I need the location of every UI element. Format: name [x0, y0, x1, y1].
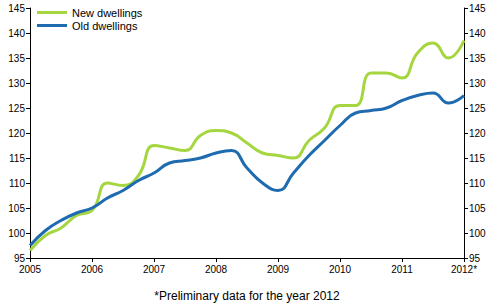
svg-text:120: 120 [469, 128, 486, 139]
svg-text:2005: 2005 [19, 264, 42, 275]
svg-text:2009: 2009 [267, 264, 290, 275]
svg-text:100: 100 [8, 228, 25, 239]
svg-text:110: 110 [9, 178, 25, 189]
svg-text:New dwellings: New dwellings [72, 7, 143, 19]
svg-text:125: 125 [469, 103, 486, 114]
svg-text:2007: 2007 [143, 264, 166, 275]
svg-text:100: 100 [469, 228, 486, 239]
svg-text:2010: 2010 [329, 264, 352, 275]
svg-text:135: 135 [469, 53, 486, 64]
svg-text:Old dwellings: Old dwellings [72, 20, 138, 32]
svg-text:105: 105 [8, 203, 25, 214]
svg-text:140: 140 [8, 28, 25, 39]
svg-text:140: 140 [469, 28, 486, 39]
svg-text:*Preliminary data for the year: *Preliminary data for the year 2012 [154, 289, 340, 303]
svg-text:130: 130 [8, 78, 25, 89]
svg-text:2006: 2006 [81, 264, 104, 275]
svg-text:145: 145 [469, 3, 486, 14]
svg-text:2008: 2008 [205, 264, 228, 275]
svg-text:105: 105 [469, 203, 486, 214]
svg-text:135: 135 [8, 53, 25, 64]
svg-text:120: 120 [8, 128, 25, 139]
svg-text:2012*: 2012* [451, 264, 477, 275]
svg-text:115: 115 [9, 153, 25, 164]
svg-text:95: 95 [469, 253, 481, 264]
svg-text:130: 130 [469, 78, 486, 89]
svg-text:95: 95 [14, 253, 26, 264]
svg-text:125: 125 [8, 103, 25, 114]
svg-text:2011: 2011 [391, 264, 413, 275]
svg-text:145: 145 [8, 3, 25, 14]
svg-text:115: 115 [469, 153, 485, 164]
svg-text:110: 110 [469, 178, 485, 189]
